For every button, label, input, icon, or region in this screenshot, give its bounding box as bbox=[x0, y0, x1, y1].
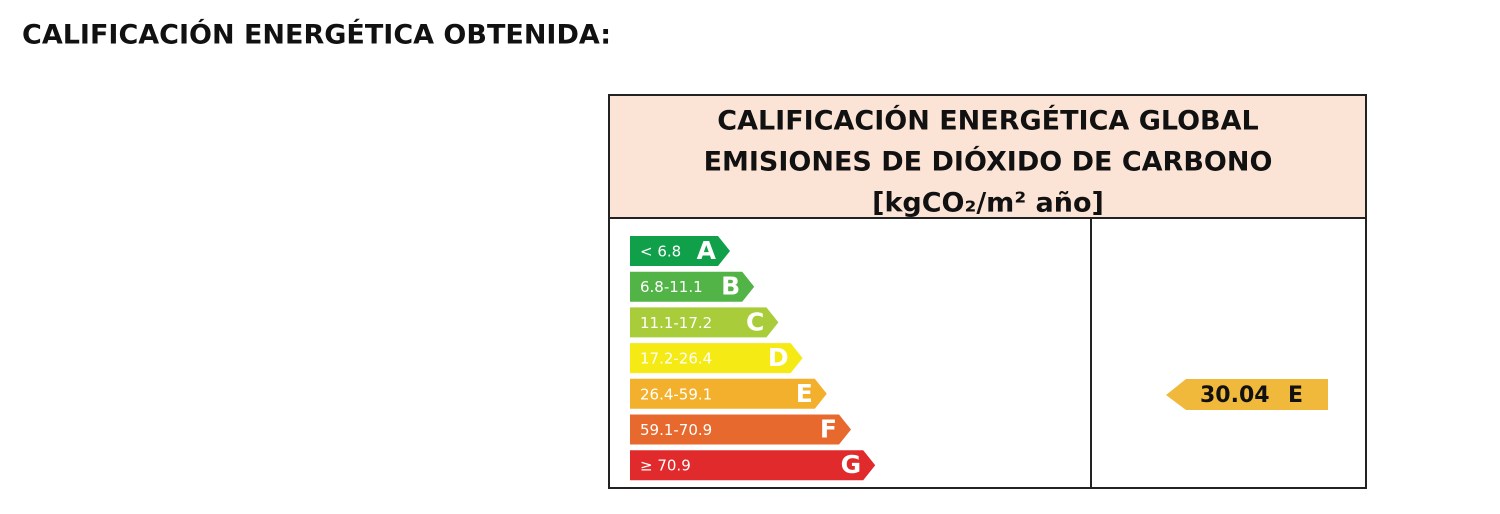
rating-bar bbox=[630, 271, 755, 302]
rating-letter: G bbox=[841, 450, 862, 479]
rating-letter: A bbox=[697, 236, 717, 265]
result-letter: E bbox=[1288, 383, 1303, 408]
rating-range: 17.2-26.4 bbox=[640, 350, 712, 368]
rating-range: 11.1-17.2 bbox=[640, 314, 712, 332]
label-heading: CALIFICACIÓN ENERGÉTICA GLOBAL bbox=[717, 105, 1258, 137]
label-frame bbox=[608, 94, 1367, 489]
rating-letter: F bbox=[820, 415, 837, 444]
label-header bbox=[609, 95, 1366, 218]
label-heading: [kgCO₂/m² año] bbox=[872, 188, 1104, 219]
rating-range: 59.1-70.9 bbox=[640, 421, 712, 439]
rating-bar bbox=[630, 307, 779, 338]
rating-bar bbox=[630, 414, 851, 445]
page-title: CALIFICACIÓN ENERGÉTICA OBTENIDA: bbox=[22, 19, 611, 51]
rating-letter: B bbox=[721, 272, 740, 301]
rating-letter: D bbox=[768, 343, 789, 372]
rating-bar bbox=[630, 378, 827, 409]
result-arrow bbox=[1166, 379, 1328, 410]
rating-bar bbox=[630, 450, 876, 481]
rating-range: 6.8-11.1 bbox=[640, 278, 703, 296]
label-heading: EMISIONES DE DIÓXIDO DE CARBONO bbox=[704, 146, 1273, 178]
result-value: 30.04 bbox=[1200, 383, 1270, 408]
rating-letter: E bbox=[796, 379, 813, 408]
rating-range: 26.4-59.1 bbox=[640, 385, 712, 403]
rating-letter: C bbox=[746, 307, 764, 336]
rating-range: ≥ 70.9 bbox=[640, 457, 691, 475]
rating-bar bbox=[630, 236, 730, 266]
rating-range: < 6.8 bbox=[640, 243, 681, 261]
rating-bar bbox=[630, 343, 803, 374]
